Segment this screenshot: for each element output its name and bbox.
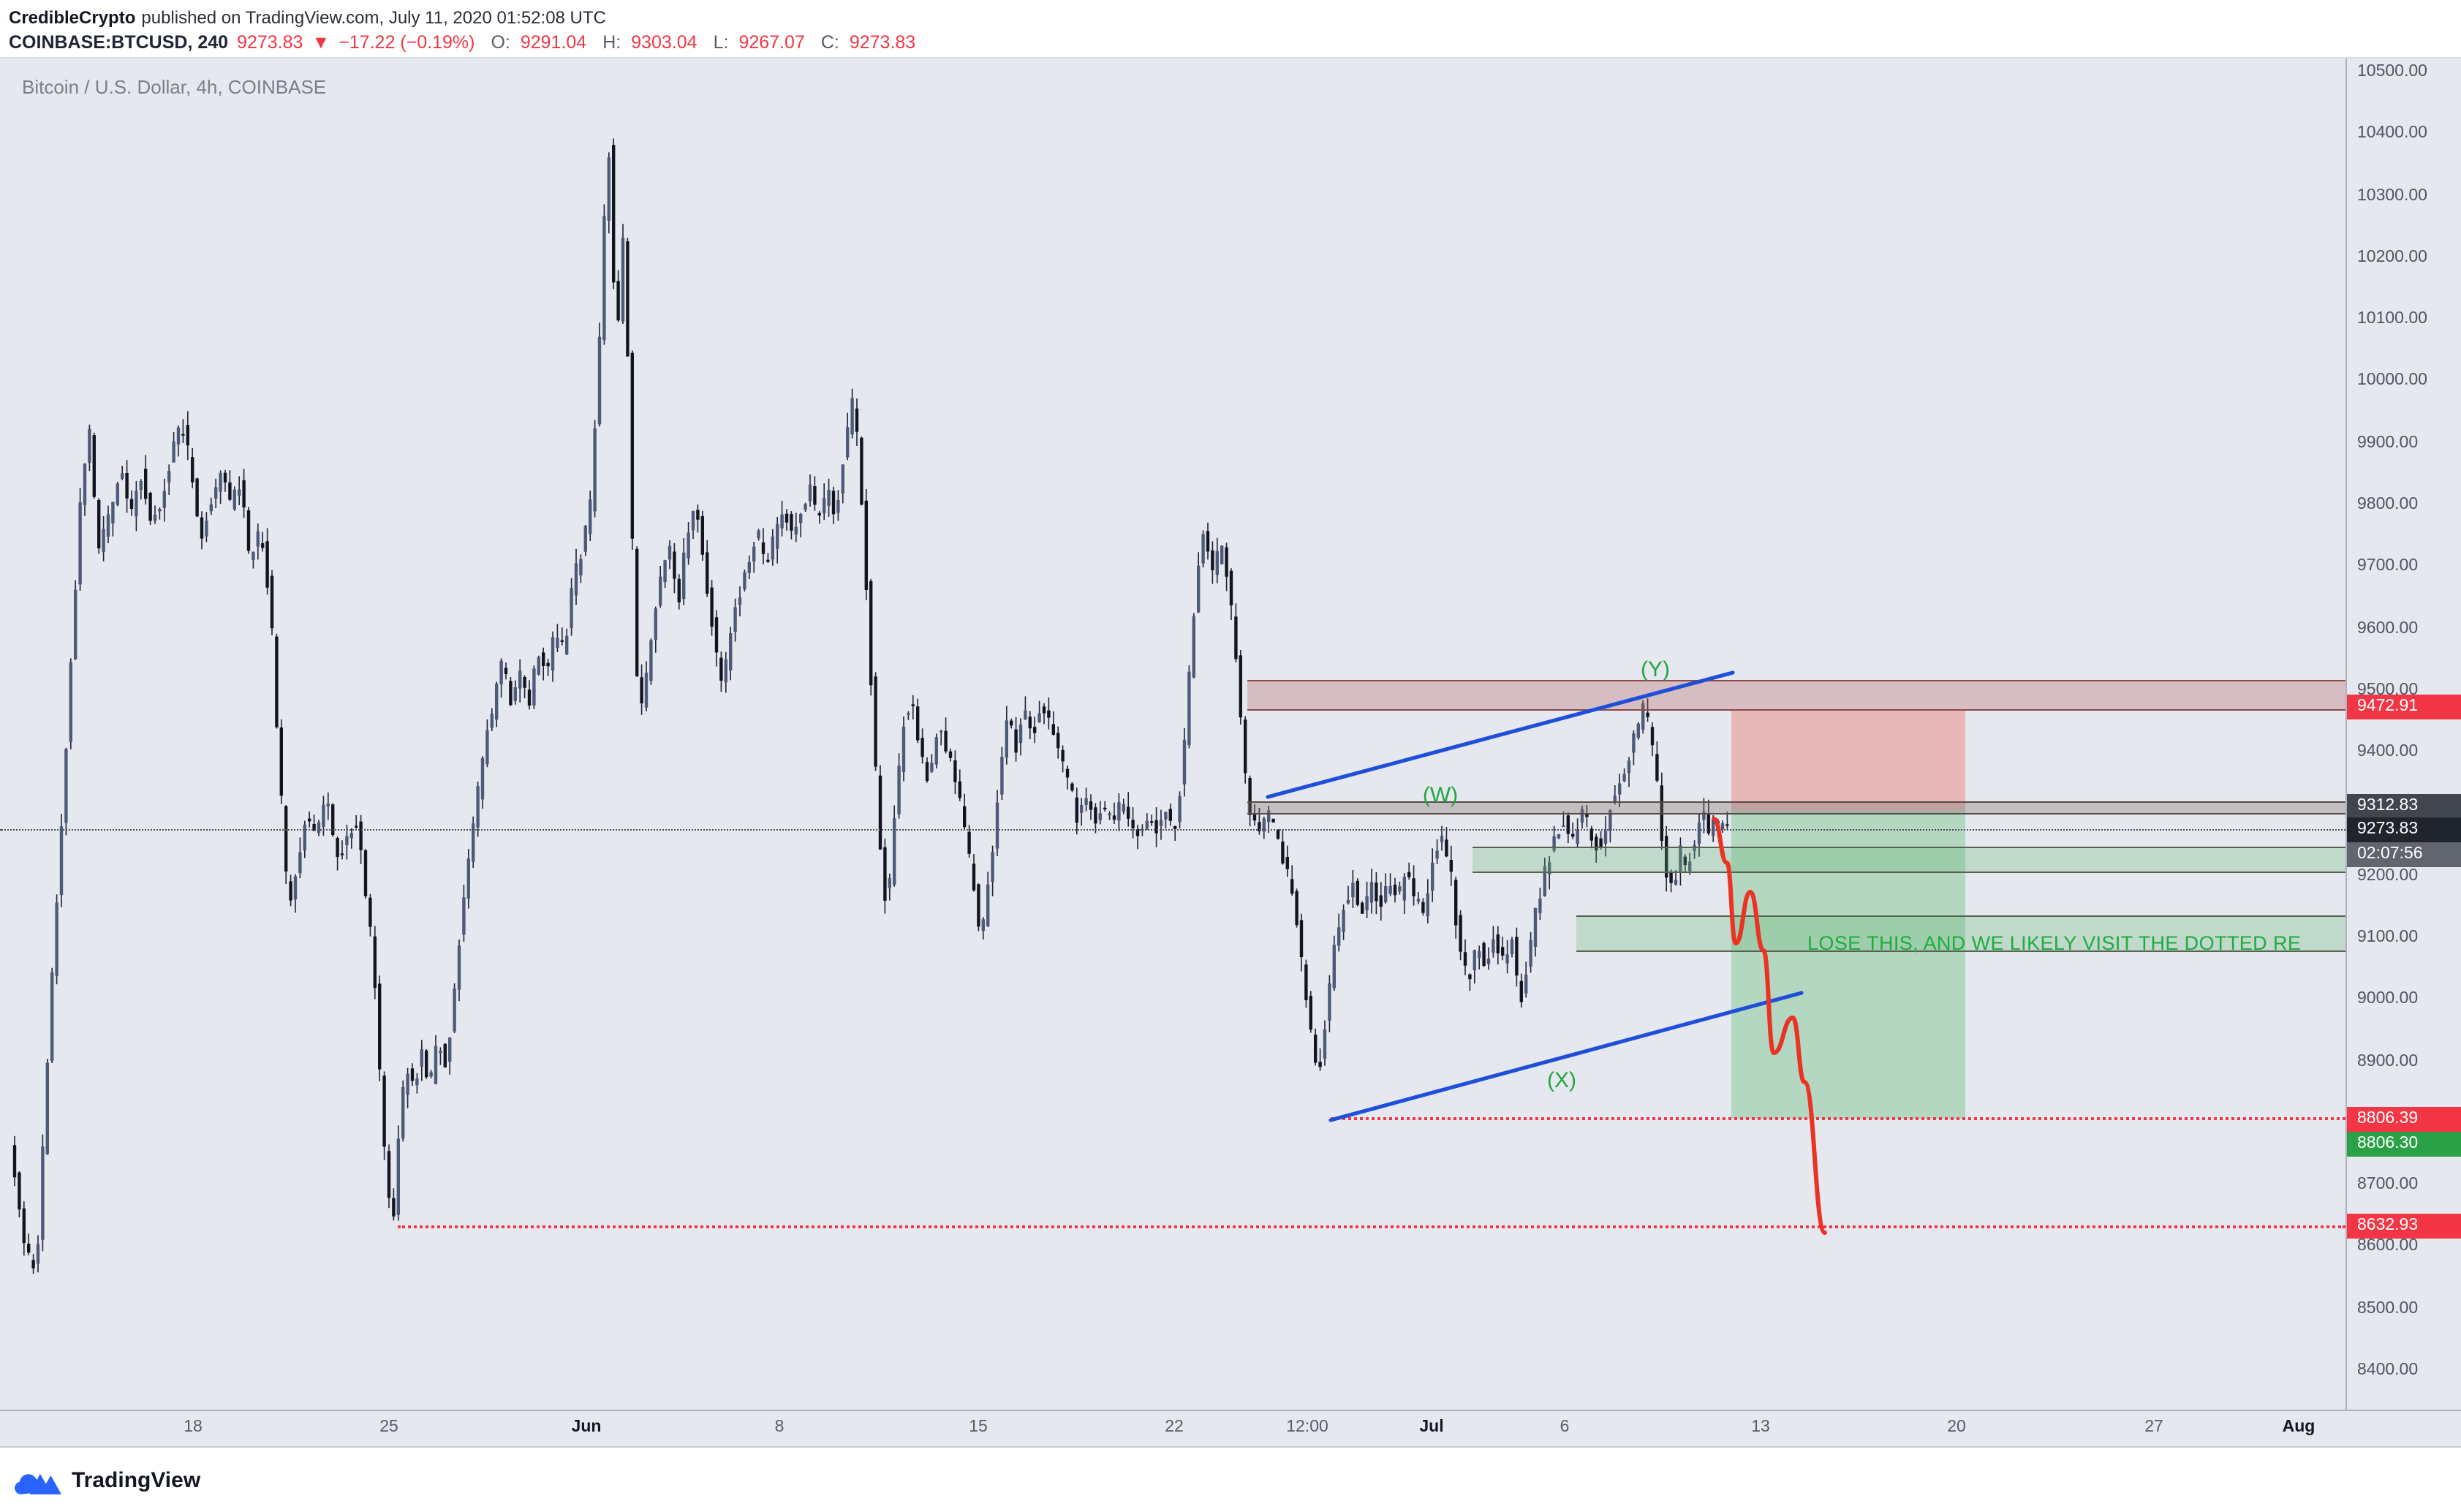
price-tick-label: 8700.00 — [2357, 1176, 2419, 1194]
price-tick-label: 9100.00 — [2357, 929, 2419, 946]
price-tick-label: 10300.00 — [2357, 186, 2427, 205]
up-candle-bodies — [36, 157, 1725, 1264]
time-tick-label: 12:00 — [1286, 1418, 1328, 1436]
price-axis-label: 8806.30 — [2347, 1131, 2461, 1157]
price-tick-label: 9800.00 — [2357, 496, 2419, 513]
time-tick-label: Aug — [2282, 1418, 2316, 1436]
time-tick-label: 22 — [1165, 1418, 1184, 1436]
open-label: O: — [491, 32, 510, 53]
symbol-status-line: COINBASE:BTCUSD, 240 9273.83 ▼ −17.22 (−… — [9, 29, 2461, 56]
horizontal-price-line[interactable] — [0, 828, 2345, 831]
trendline[interactable] — [1266, 670, 1735, 799]
price-axis-label: 8806.39 — [2347, 1106, 2461, 1132]
plot-area[interactable]: Bitcoin / U.S. Dollar, 4h, COINBASE (W) (… — [0, 58, 2345, 1410]
tradingview-logo[interactable] — [15, 1466, 61, 1494]
price-tick-label: 9900.00 — [2357, 434, 2419, 452]
high-label: H: — [602, 32, 621, 53]
drawing-zone[interactable] — [1731, 809, 1965, 1119]
annotation-text[interactable]: LOSE THIS, AND WE LIKELY VISIT THE DOTTE… — [1807, 932, 2302, 954]
publish-info: published on TradingView.com, July 11, 2… — [141, 7, 606, 27]
price-axis-label: 9312.83 — [2347, 793, 2461, 818]
drawing-zone[interactable] — [1247, 801, 2345, 815]
price-axis-label: 02:07:56 — [2347, 842, 2461, 867]
price-tick-label: 10100.00 — [2357, 310, 2427, 328]
time-tick-label: 18 — [184, 1418, 203, 1436]
high-value: 9303.04 — [631, 32, 698, 53]
price-axis[interactable]: 10500.00 10400.00 10300.00 10200.00 10100.00… — [2345, 58, 2461, 1410]
price-tick-label: 10500.00 — [2357, 63, 2427, 80]
time-tick-label: Jul — [1419, 1418, 1444, 1436]
time-tick-label: Jun — [571, 1418, 602, 1436]
snapshot-header: CredibleCrypto published on TradingView.… — [0, 0, 2461, 58]
drawings-overlay[interactable] — [0, 58, 2345, 1410]
time-tick-label: 25 — [379, 1418, 398, 1436]
price-tick-label: 8600.00 — [2357, 1237, 2419, 1255]
horizontal-price-line[interactable] — [1331, 1117, 2345, 1121]
projection-path[interactable] — [1712, 817, 1827, 1235]
open-value: 9291.04 — [520, 32, 587, 53]
price-axis-label: 9472.91 — [2347, 694, 2461, 719]
time-tick-label: 6 — [1560, 1418, 1570, 1436]
time-tick-label: 15 — [969, 1418, 988, 1436]
author-name: CredibleCrypto — [9, 7, 136, 27]
time-tick-label: 8 — [774, 1418, 785, 1436]
wave-label[interactable]: (X) — [1547, 1068, 1576, 1093]
time-tick-label: 13 — [1751, 1418, 1770, 1436]
symbol-title: COINBASE:BTCUSD, 240 — [9, 32, 229, 53]
drawing-zone[interactable] — [1473, 847, 2345, 873]
price-tick-label: 10000.00 — [2357, 371, 2427, 390]
drawing-zone[interactable] — [1731, 711, 1965, 810]
price-axis-label: 9273.83 — [2347, 817, 2461, 842]
time-axis[interactable]: 18 25 Jun 8 15 22 12:00 Jul 6 13 20 27 Aug — [0, 1410, 2461, 1448]
chart-watermark-title: Bitcoin / U.S. Dollar, 4h, COINBASE — [22, 76, 327, 98]
price-tick-label: 8900.00 — [2357, 1052, 2419, 1070]
price-tick-label: 9700.00 — [2357, 557, 2419, 575]
price-tick-label: 8500.00 — [2357, 1299, 2419, 1318]
price-change: −17.22 (−0.19%) — [339, 32, 475, 53]
wave-label[interactable]: (Y) — [1641, 657, 1670, 682]
trendline[interactable] — [1328, 991, 1804, 1122]
horizontal-price-line[interactable] — [398, 1225, 2345, 1228]
snapshot-footer: TradingView — [0, 1448, 2461, 1512]
brand-name[interactable]: TradingView — [72, 1467, 201, 1492]
price-tick-label: 9600.00 — [2357, 619, 2419, 638]
chart-container: Bitcoin / U.S. Dollar, 4h, COINBASE (W) (… — [0, 58, 2461, 1448]
time-tick-label: 20 — [1947, 1418, 1966, 1436]
low-label: L: — [713, 32, 729, 53]
drawing-zone[interactable] — [1576, 915, 2345, 953]
close-label: C: — [820, 32, 839, 53]
last-price: 9273.83 — [237, 32, 303, 53]
price-tick-label: 9000.00 — [2357, 990, 2419, 1008]
price-tick-label: 9400.00 — [2357, 743, 2419, 761]
wave-label[interactable]: (W) — [1422, 783, 1459, 808]
price-tick-label: 8400.00 — [2357, 1361, 2419, 1379]
low-value: 9267.07 — [738, 32, 805, 53]
price-tick-label: 10400.00 — [2357, 124, 2427, 143]
price-axis-label: 8632.93 — [2347, 1214, 2461, 1239]
down-arrow-icon: ▼ — [311, 32, 330, 53]
byline: CredibleCrypto published on TradingView.… — [9, 4, 2461, 29]
candlestick-series — [12, 138, 1729, 1274]
price-tick-label: 10200.00 — [2357, 248, 2427, 266]
close-value: 9273.83 — [849, 32, 916, 53]
price-tick-label: 9200.00 — [2357, 866, 2419, 885]
drawing-zone[interactable] — [1247, 680, 2345, 711]
time-tick-label: 27 — [2144, 1418, 2163, 1436]
